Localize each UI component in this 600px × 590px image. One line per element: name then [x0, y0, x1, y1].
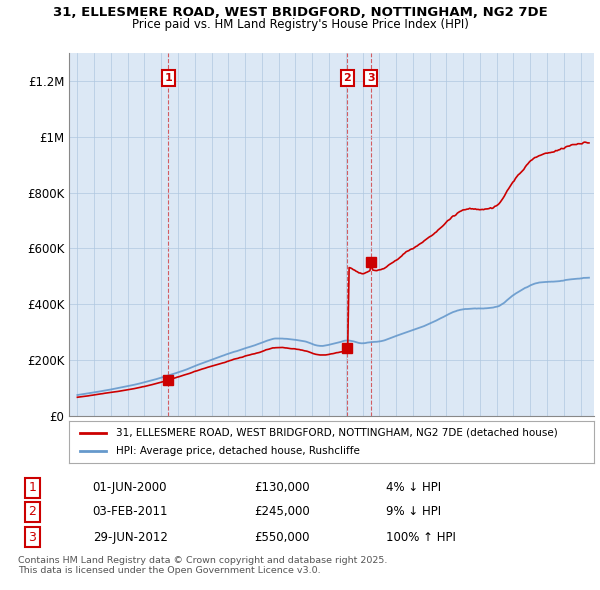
- Text: 01-JUN-2000: 01-JUN-2000: [92, 481, 167, 494]
- Text: 3: 3: [28, 531, 36, 544]
- Text: 3: 3: [367, 73, 374, 83]
- Text: HPI: Average price, detached house, Rushcliffe: HPI: Average price, detached house, Rush…: [116, 446, 360, 456]
- Text: 100% ↑ HPI: 100% ↑ HPI: [386, 531, 456, 544]
- Text: 03-FEB-2011: 03-FEB-2011: [92, 505, 168, 519]
- Text: £550,000: £550,000: [254, 531, 310, 544]
- Text: Contains HM Land Registry data © Crown copyright and database right 2025.: Contains HM Land Registry data © Crown c…: [18, 556, 388, 565]
- Text: 1: 1: [164, 73, 172, 83]
- Text: £245,000: £245,000: [254, 505, 310, 519]
- Text: 29-JUN-2012: 29-JUN-2012: [92, 531, 167, 544]
- Text: 2: 2: [343, 73, 351, 83]
- Text: 31, ELLESMERE ROAD, WEST BRIDGFORD, NOTTINGHAM, NG2 7DE (detached house): 31, ELLESMERE ROAD, WEST BRIDGFORD, NOTT…: [116, 428, 558, 438]
- Text: This data is licensed under the Open Government Licence v3.0.: This data is licensed under the Open Gov…: [18, 566, 320, 575]
- Text: 31, ELLESMERE ROAD, WEST BRIDGFORD, NOTTINGHAM, NG2 7DE: 31, ELLESMERE ROAD, WEST BRIDGFORD, NOTT…: [53, 6, 547, 19]
- Text: 4% ↓ HPI: 4% ↓ HPI: [386, 481, 442, 494]
- Text: 9% ↓ HPI: 9% ↓ HPI: [386, 505, 442, 519]
- Text: 2: 2: [28, 505, 36, 519]
- Text: £130,000: £130,000: [254, 481, 310, 494]
- Text: Price paid vs. HM Land Registry's House Price Index (HPI): Price paid vs. HM Land Registry's House …: [131, 18, 469, 31]
- Text: 1: 1: [28, 481, 36, 494]
